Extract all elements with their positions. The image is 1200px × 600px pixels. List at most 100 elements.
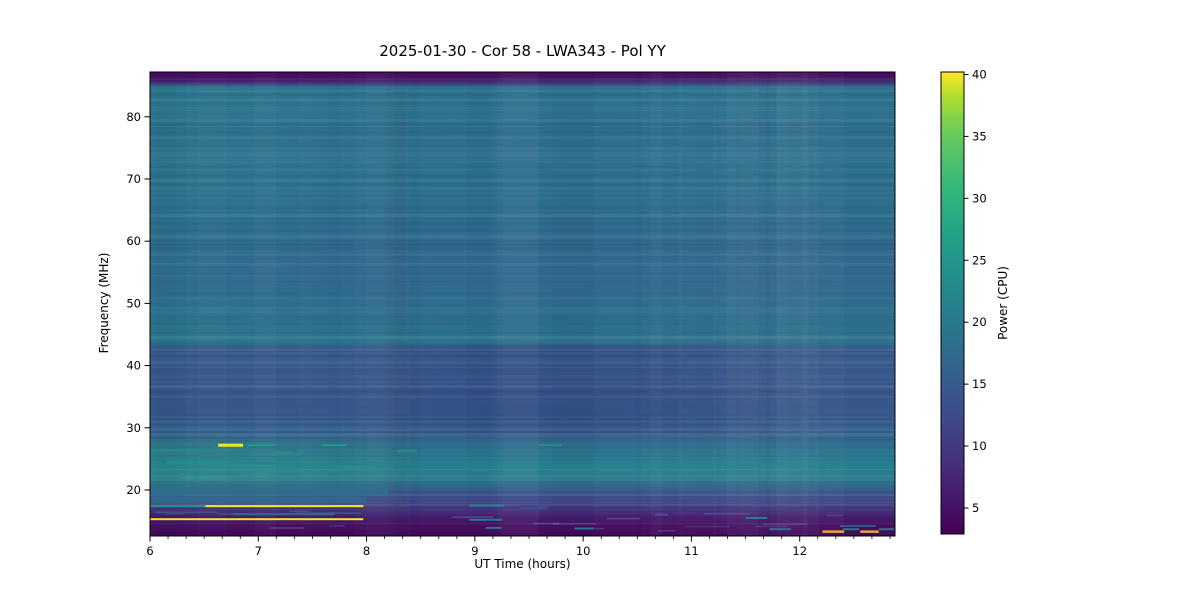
striation-row bbox=[150, 523, 895, 524]
striation-row bbox=[150, 206, 895, 209]
feature-burst bbox=[843, 528, 860, 531]
striation-row bbox=[150, 152, 895, 154]
striation-row bbox=[150, 419, 895, 420]
feature-patch bbox=[155, 511, 218, 514]
plot-frame bbox=[149, 71, 896, 537]
overlay-mid-band-darkening bbox=[344, 344, 822, 437]
striation-row bbox=[150, 496, 895, 497]
faint-dash bbox=[704, 512, 750, 515]
striation-row bbox=[150, 183, 895, 186]
striation-row bbox=[150, 431, 895, 433]
striation-row bbox=[150, 525, 895, 527]
striation-row bbox=[150, 455, 895, 457]
striation-row bbox=[150, 446, 895, 448]
colorbar-tick-label: 25 bbox=[972, 253, 987, 267]
striation-row bbox=[150, 81, 895, 83]
feature-burst bbox=[769, 528, 792, 531]
colorbar-tick-label: 35 bbox=[972, 129, 987, 143]
striation-row bbox=[150, 264, 895, 266]
striation-row bbox=[150, 332, 895, 334]
striation-row bbox=[150, 119, 895, 122]
x-axis-label: UT Time (hours) bbox=[474, 557, 571, 571]
striation-row bbox=[150, 123, 895, 126]
striation-row bbox=[150, 437, 895, 439]
striation-column bbox=[198, 72, 226, 536]
feature-burst bbox=[485, 526, 502, 529]
striation-column bbox=[466, 72, 491, 536]
feature-rfi-line bbox=[205, 505, 364, 508]
colorbar-tick-label: 15 bbox=[972, 377, 987, 391]
striation-row bbox=[150, 336, 895, 339]
striation-row bbox=[150, 174, 895, 177]
colorbar-gradient bbox=[941, 72, 964, 534]
y-tick-label: 20 bbox=[126, 483, 141, 497]
x-tick-label: 10 bbox=[576, 544, 591, 558]
feature-burst bbox=[745, 517, 768, 519]
striation-row bbox=[150, 136, 895, 139]
striation-row bbox=[150, 212, 895, 213]
x-axis: 6 7 8 9 10 11 12 bbox=[146, 536, 891, 558]
x-tick-label: 9 bbox=[471, 544, 478, 558]
striation-row bbox=[150, 351, 895, 352]
striation-row bbox=[150, 243, 895, 246]
colorbar-frame bbox=[940, 71, 965, 535]
faint-dash bbox=[657, 530, 676, 532]
faint-dash bbox=[269, 527, 305, 529]
striation-column bbox=[298, 72, 312, 536]
feature-rfi-line bbox=[822, 530, 845, 533]
striation-row bbox=[150, 439, 895, 442]
striation-column bbox=[328, 72, 341, 536]
striation-column bbox=[255, 72, 276, 536]
faint-dash bbox=[329, 525, 345, 527]
y-tick-label: 60 bbox=[126, 234, 141, 248]
green-dash bbox=[276, 451, 295, 454]
striation-row bbox=[150, 396, 895, 398]
feature-burst bbox=[396, 449, 417, 452]
green-dash bbox=[336, 466, 376, 469]
striation-row bbox=[150, 518, 895, 520]
striation-row bbox=[150, 110, 895, 111]
feature-rfi-line bbox=[860, 530, 879, 533]
striation-row bbox=[150, 253, 895, 256]
striation-column bbox=[736, 72, 776, 536]
striation-row bbox=[150, 247, 895, 250]
striation-row bbox=[150, 433, 895, 436]
feature-burst bbox=[233, 513, 335, 516]
striation-row bbox=[150, 273, 895, 274]
green-dash bbox=[180, 477, 209, 479]
rfi-features bbox=[150, 443, 894, 533]
feature-patch bbox=[296, 512, 362, 514]
striation-row bbox=[150, 322, 895, 325]
striation-row bbox=[150, 494, 895, 496]
striation-column bbox=[594, 72, 635, 536]
faint-dash bbox=[655, 513, 668, 516]
x-tick-label: 12 bbox=[792, 544, 807, 558]
striation-row bbox=[150, 131, 895, 134]
striations bbox=[150, 72, 895, 536]
striation-row bbox=[150, 390, 895, 393]
colorbar-tick-label: 20 bbox=[972, 315, 987, 329]
colorbar: 5 10 15 20 25 30 35 40 bbox=[940, 67, 987, 535]
striation-row bbox=[150, 218, 895, 219]
striation-row bbox=[150, 240, 895, 242]
colorbar-tick-label: 5 bbox=[972, 501, 979, 515]
striation-row bbox=[150, 367, 895, 368]
feature-burst bbox=[469, 518, 502, 521]
feature-burst bbox=[236, 462, 297, 465]
faint-dash bbox=[827, 514, 843, 517]
striation-row bbox=[150, 214, 895, 217]
overlay-upper-band-right-dim bbox=[290, 79, 895, 344]
striation-row bbox=[150, 429, 895, 431]
faint-dash bbox=[606, 517, 641, 520]
striation-row bbox=[150, 263, 895, 264]
striation-row bbox=[150, 414, 895, 416]
faint-dash bbox=[762, 523, 808, 525]
feature-rfi-line bbox=[150, 518, 364, 521]
striation-row bbox=[150, 421, 895, 422]
y-tick-label: 40 bbox=[126, 359, 141, 373]
feature-burst bbox=[537, 444, 562, 447]
striation-row bbox=[150, 154, 895, 157]
striation-column bbox=[367, 72, 409, 536]
feature-burst bbox=[469, 504, 505, 507]
